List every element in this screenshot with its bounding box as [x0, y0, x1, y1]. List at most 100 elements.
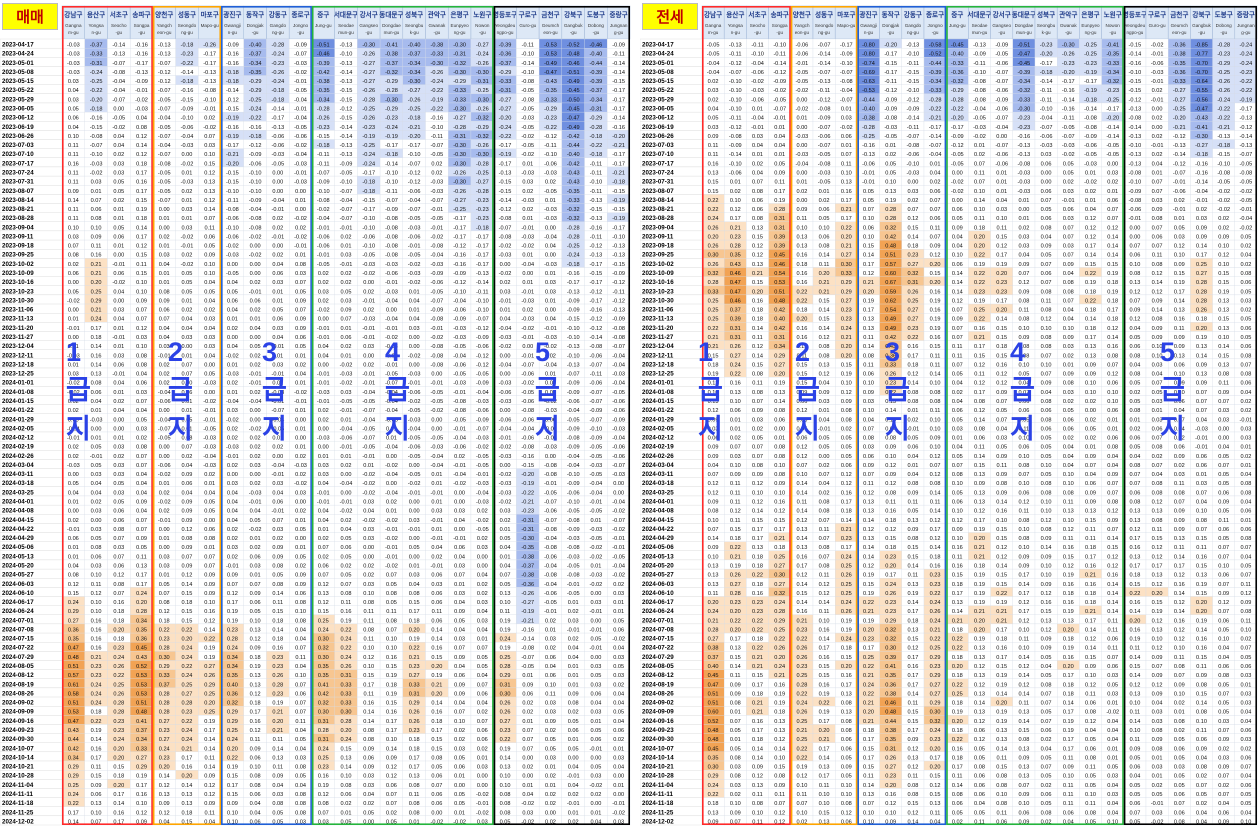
- cell-value: -0.11: [317, 152, 329, 158]
- cell-value: 0.02: [545, 792, 556, 798]
- cell-value: 0.07: [522, 728, 533, 734]
- cell-value: -0.28: [271, 43, 284, 49]
- table-row: 2024-02-26 0.02 -0.01 0.02 0.07 0.00 0.02 -0.04…: [0, 450, 631, 460]
- cell-value: -0.04: [362, 390, 375, 396]
- cell-value: 0.16: [341, 609, 352, 615]
- cell-value: -0.05: [521, 125, 534, 131]
- cell-value: 0.01: [409, 289, 420, 295]
- cell-value: 0.15: [227, 774, 238, 780]
- date-label: 2023-05-08: [642, 69, 674, 76]
- cell-value: -0.03: [590, 527, 603, 533]
- cell-value: 0.19: [341, 618, 352, 624]
- cell-value: 0.09: [454, 655, 465, 661]
- cell-value: 0.03: [545, 701, 556, 707]
- cell-value: -0.06: [317, 244, 330, 250]
- cell-value: 0.06: [431, 801, 442, 807]
- cell-value: -0.01: [294, 170, 307, 176]
- cell-value: 0.12: [318, 600, 329, 606]
- cell-value: -0.05: [158, 189, 171, 195]
- cell-value: -0.30: [408, 79, 421, 85]
- cell-value: 0.27: [182, 691, 193, 697]
- cell-value: -0.13: [499, 170, 512, 176]
- cell-value: 0.07: [454, 646, 465, 652]
- cell-value: -0.06: [476, 408, 489, 414]
- cell-value: -0.17: [1040, 61, 1053, 67]
- cell-value: -0.22: [249, 116, 262, 122]
- column-header-ko: 노원구: [1104, 10, 1122, 19]
- cell-value: 0.07: [159, 591, 170, 597]
- cell-value: -0.20: [90, 97, 103, 103]
- cell-value: 0.11: [136, 554, 146, 560]
- cell-value: 0.00: [477, 774, 488, 780]
- cell-value: -0.03: [317, 436, 330, 442]
- cell-value: 0.09: [136, 536, 147, 542]
- cell-value: -0.23: [271, 61, 284, 67]
- cell-value: 0.06: [250, 554, 261, 560]
- cell-value: -0.06: [796, 52, 809, 58]
- cell-value: -0.05: [544, 189, 557, 195]
- cell-value: 0.00: [500, 353, 511, 359]
- cell-value: -0.01: [431, 207, 444, 213]
- cell-value: 0.10: [68, 134, 79, 140]
- cell-value: 0.00: [113, 417, 124, 423]
- cell-value: -0.51: [567, 70, 580, 76]
- cell-value: 0.22: [182, 664, 193, 670]
- cell-value: 0.28: [159, 691, 170, 697]
- cell-value: 0.03: [295, 271, 306, 277]
- date-label: 2024-02-05: [2, 425, 34, 432]
- cell-value: 0.04: [477, 573, 488, 579]
- cell-value: -0.13: [340, 152, 353, 158]
- column-header-en: Nowon: [475, 23, 490, 28]
- cell-value: 0.02: [295, 225, 306, 231]
- cell-value: -0.01: [521, 225, 534, 231]
- column-header-en: Yongsa: [728, 23, 744, 28]
- cell-value: 0.26: [409, 719, 420, 725]
- cell-value: -0.01: [476, 472, 489, 478]
- cell-value: -0.02: [612, 509, 625, 515]
- cell-value: 0.43: [68, 728, 79, 734]
- cell-value: -0.08: [567, 573, 580, 579]
- column-header-en: Eunpyeo: [1081, 23, 1100, 28]
- cell-value: 0.19: [386, 673, 397, 679]
- cell-value: 0.06: [68, 116, 79, 122]
- cell-value: 0.06: [431, 591, 442, 597]
- cell-value: 0.27: [204, 664, 215, 670]
- cell-value: 0.09: [204, 253, 215, 259]
- cell-value: -0.70: [1195, 61, 1208, 67]
- cell-value: -0.01: [567, 627, 580, 633]
- cell-value: 0.32: [318, 701, 329, 707]
- cell-value: -0.07: [590, 417, 603, 423]
- cell-value: 0.04: [431, 545, 442, 551]
- cell-value: -0.03: [340, 372, 353, 378]
- cell-value: -0.29: [476, 125, 489, 131]
- cell-value: 0.23: [409, 728, 420, 734]
- cell-value: -0.37: [249, 52, 262, 58]
- cell-value: -0.01: [203, 408, 216, 414]
- cell-value: -0.05: [431, 390, 444, 396]
- cell-value: -0.33: [544, 97, 557, 103]
- cell-value: 0.31: [409, 691, 420, 697]
- cell-value: -0.05: [431, 216, 444, 222]
- cell-value: -0.04: [612, 353, 625, 359]
- cell-value: -0.45: [951, 43, 964, 49]
- cell-value: -0.06: [158, 463, 171, 469]
- cell-value: 0.01: [91, 189, 102, 195]
- cell-value: 0.01: [295, 253, 306, 259]
- cell-value: 0.07: [113, 591, 124, 597]
- cell-value: 0.06: [272, 500, 283, 506]
- cell-value: 0.02: [454, 737, 465, 743]
- cell-value: 0.03: [159, 563, 170, 569]
- cell-value: 0.00: [68, 280, 79, 286]
- date-label: 2024-06-17: [2, 599, 34, 606]
- cell-value: -0.50: [567, 97, 580, 103]
- cell-value: 0.06: [250, 600, 261, 606]
- cell-value: 0.05: [68, 481, 79, 487]
- cell-value: -0.14: [1129, 52, 1142, 58]
- cell-value: -0.44: [567, 143, 580, 149]
- cell-value: -0.27: [476, 180, 489, 186]
- cell-value: 0.04: [136, 372, 147, 378]
- cell-value: 0.02: [250, 362, 261, 368]
- cell-value: 0.17: [386, 719, 397, 725]
